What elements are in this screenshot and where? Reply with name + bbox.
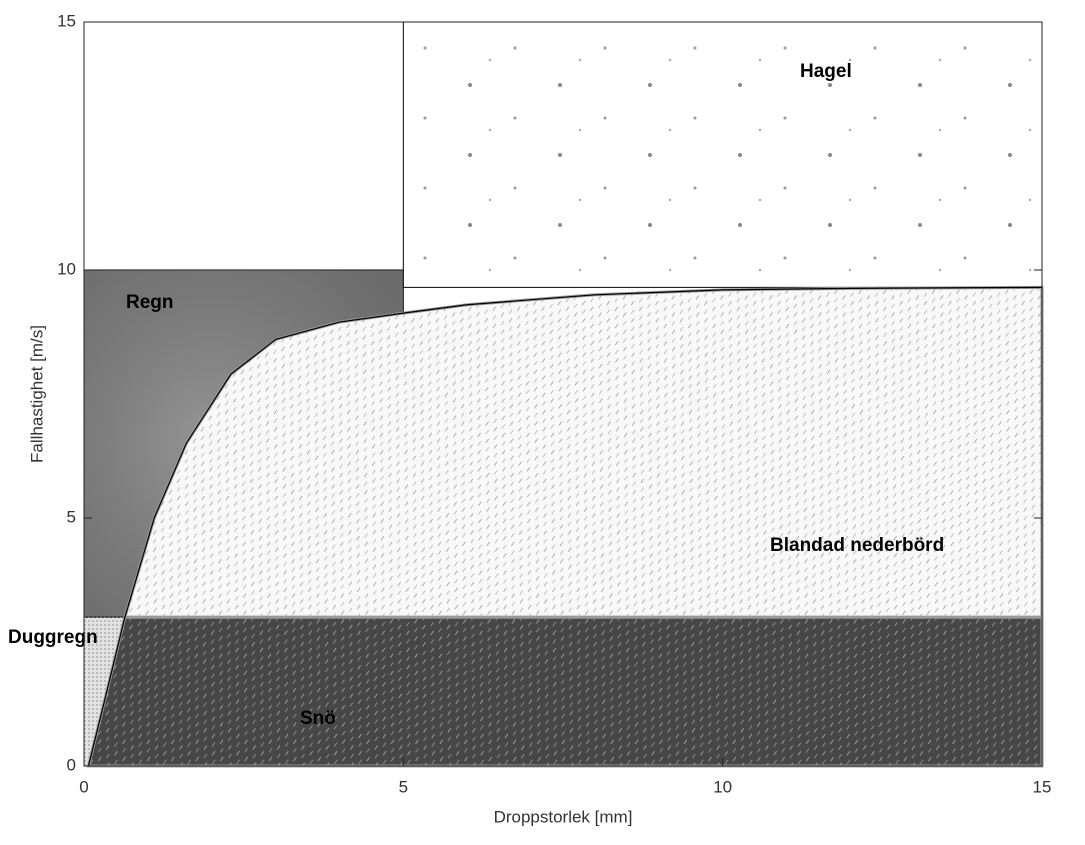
y-tick-label: 5	[67, 507, 76, 526]
x-tick-label: 10	[713, 777, 732, 796]
region-label: Duggregn	[8, 627, 98, 648]
region-texture	[88, 617, 1043, 766]
region-label: Blandad nederbörd	[770, 535, 944, 556]
y-tick-label: 0	[67, 755, 76, 774]
region-label: Regn	[126, 292, 174, 313]
x-axis-label: Droppstorlek [mm]	[494, 807, 633, 826]
boundary-curve	[87, 286, 1043, 767]
region-texture	[124, 287, 1043, 618]
region-label: Snö	[300, 708, 336, 729]
x-tick-label: 15	[1033, 777, 1052, 796]
y-axis-label: Fallhastighet [m/s]	[27, 325, 46, 463]
x-tick-label: 0	[79, 777, 88, 796]
plot-frame	[83, 21, 1043, 767]
x-tick-label: 5	[399, 777, 408, 796]
y-tick-label: 10	[57, 259, 76, 278]
region-texture	[403, 22, 1042, 288]
y-tick-label: 15	[57, 11, 76, 30]
region-label: Hagel	[800, 61, 852, 82]
